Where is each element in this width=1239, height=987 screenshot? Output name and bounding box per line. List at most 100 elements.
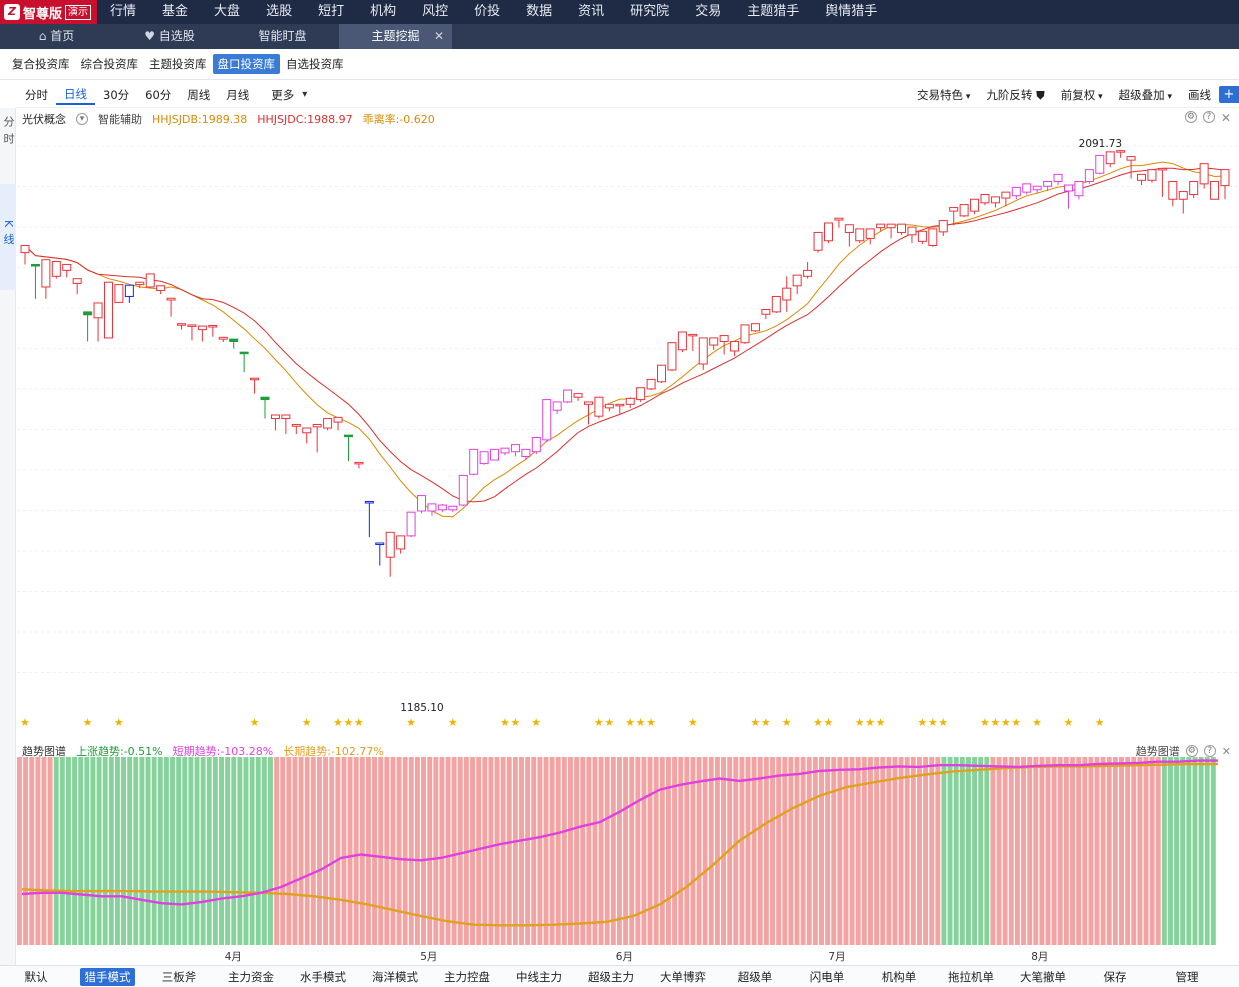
trend-bar — [641, 757, 647, 945]
trend-bar — [65, 757, 71, 945]
app-logo[interactable]: Z 智尊版 演示 — [0, 0, 98, 24]
tool-3[interactable]: 超级叠加 ▾ — [1111, 87, 1180, 103]
trend-bar — [1008, 757, 1014, 945]
indicator-header: 趋势图谱 上涨趋势:-0.51% 短期趋势:-103.28% 长期趋势:-102… — [22, 743, 384, 759]
trend-bar — [47, 757, 53, 945]
candle — [563, 389, 573, 404]
menu-item-2[interactable]: 大盘 — [214, 4, 241, 19]
trend-indicator-chart[interactable] — [17, 757, 1239, 947]
tool-1[interactable]: 九阶反转 ⛊ — [978, 87, 1052, 103]
candle — [1178, 191, 1188, 214]
menu-item-0[interactable]: 行情 — [110, 4, 137, 19]
mode-tab-14[interactable]: 大笔撤单 — [1020, 969, 1066, 984]
trend-bar — [421, 757, 427, 945]
indicator-settings-icon[interactable]: ⚙ — [1185, 745, 1198, 757]
subtab-4[interactable]: 自选投资库 — [286, 57, 344, 71]
close-icon[interactable]: ✕ — [1220, 111, 1231, 125]
period-4[interactable]: 周线 — [187, 87, 211, 102]
period-6[interactable]: 更多 — [271, 87, 295, 102]
tab-1[interactable]: ♥ 自选股 — [113, 24, 226, 49]
chevron-down-icon: ▾ — [1095, 91, 1103, 102]
side-tab-timeshare[interactable]: 分时 — [0, 108, 16, 184]
menu-item-11[interactable]: 交易 — [695, 4, 722, 19]
mode-tab-11[interactable]: 闪电单 — [809, 969, 845, 984]
candle — [312, 423, 322, 453]
trend-bar — [1155, 757, 1161, 945]
mode-tab-1[interactable]: 猎手模式 — [80, 967, 135, 986]
add-button[interactable]: + — [1219, 86, 1239, 103]
mode-tab-9[interactable]: 大单博弈 — [660, 969, 706, 984]
candle — [625, 397, 635, 408]
period-3[interactable]: 60分 — [145, 87, 172, 102]
menu-item-9[interactable]: 资讯 — [578, 4, 605, 19]
subtab-0[interactable]: 复合投资库 — [12, 57, 70, 71]
candle — [177, 323, 187, 330]
mode-tab-3[interactable]: 主力资金 — [228, 969, 274, 984]
tool-2[interactable]: 前复权 ▾ — [1053, 87, 1111, 103]
menu-item-6[interactable]: 风控 — [422, 4, 449, 19]
menu-item-3[interactable]: 选股 — [266, 4, 293, 19]
mode-tab-2[interactable]: 三板斧 — [161, 969, 197, 984]
trend-bar — [739, 757, 745, 945]
period-2[interactable]: 30分 — [103, 87, 130, 102]
candle — [907, 226, 917, 244]
candle — [1147, 169, 1157, 183]
mode-tab-16[interactable]: 管理 — [1175, 969, 1199, 984]
candle — [197, 325, 207, 342]
settings-icon[interactable]: ⚙ — [1184, 111, 1197, 123]
menu-item-7[interactable]: 价投 — [474, 4, 501, 19]
mode-tab-13[interactable]: 拖拉机单 — [948, 969, 994, 984]
trend-bar — [659, 757, 665, 945]
mode-tab-12[interactable]: 机构单 — [881, 969, 917, 984]
close-icon[interactable]: ✕ — [433, 29, 444, 43]
side-tab-kline[interactable]: K线 — [0, 184, 16, 290]
sector-name[interactable]: 光伏概念 — [22, 113, 66, 126]
menu-item-4[interactable]: 短打 — [318, 4, 345, 19]
mode-tab-6[interactable]: 主力控盘 — [444, 969, 490, 984]
indicator-help-icon[interactable]: ? — [1203, 745, 1216, 757]
mode-tab-4[interactable]: 水手模式 — [300, 969, 346, 984]
tab-3[interactable]: 主题挖掘 ✕ — [339, 24, 452, 49]
menu-item-1[interactable]: 基金 — [162, 4, 189, 19]
mode-tab-15[interactable]: 保存 — [1103, 969, 1127, 984]
candle — [1105, 151, 1115, 168]
trend-bar — [849, 757, 855, 945]
trend-bar — [323, 757, 329, 945]
mode-tab-8[interactable]: 超级主力 — [588, 969, 634, 984]
subtab-3[interactable]: 盘口投资库 — [212, 54, 280, 74]
period-1[interactable]: 日线 — [56, 85, 95, 105]
trend-bar — [984, 757, 990, 945]
help-icon[interactable]: ? — [1202, 111, 1215, 123]
menu-item-12[interactable]: 主题猎手 — [747, 4, 800, 19]
trend-bar — [1119, 757, 1124, 945]
star-icon: ★ — [823, 716, 833, 729]
mode-tab-5[interactable]: 海洋模式 — [372, 969, 418, 984]
tool-0[interactable]: 交易特色 ▾ — [909, 87, 978, 103]
period-5[interactable]: 月线 — [226, 87, 250, 102]
menu-item-10[interactable]: 研究院 — [630, 4, 670, 19]
tab-0[interactable]: ⌂ 首页 — [0, 24, 113, 49]
mode-tab-7[interactable]: 中线主力 — [516, 969, 562, 984]
star-icon: ★ — [813, 716, 823, 729]
star-icon: ★ — [636, 716, 646, 729]
tab-label: 首页 — [50, 29, 75, 43]
dropdown-icon[interactable]: ▾ — [76, 113, 88, 125]
assist-label[interactable]: 智能辅助 — [98, 113, 142, 126]
menu-item-8[interactable]: 数据 — [526, 4, 553, 19]
tool-4[interactable]: 画线 — [1180, 87, 1219, 103]
trend-bar — [598, 757, 604, 945]
mode-tab-10[interactable]: 超级单 — [737, 969, 773, 984]
tab-2[interactable]: 智能盯盘 — [226, 24, 339, 49]
trend-bar — [506, 757, 512, 945]
trend-bar — [1174, 757, 1180, 945]
trend-bar — [555, 757, 561, 945]
menu-item-13[interactable]: 舆情猎手 — [825, 4, 878, 19]
period-0[interactable]: 分时 — [25, 87, 48, 102]
mode-tab-0[interactable]: 默认 — [24, 969, 48, 984]
indicator-close-icon[interactable]: ✕ — [1221, 744, 1231, 758]
subtab-1[interactable]: 综合投资库 — [80, 57, 139, 71]
subtab-2[interactable]: 主题投资库 — [149, 57, 207, 71]
menu-item-5[interactable]: 机构 — [370, 4, 397, 19]
tool-label: 前复权 — [1060, 87, 1096, 102]
